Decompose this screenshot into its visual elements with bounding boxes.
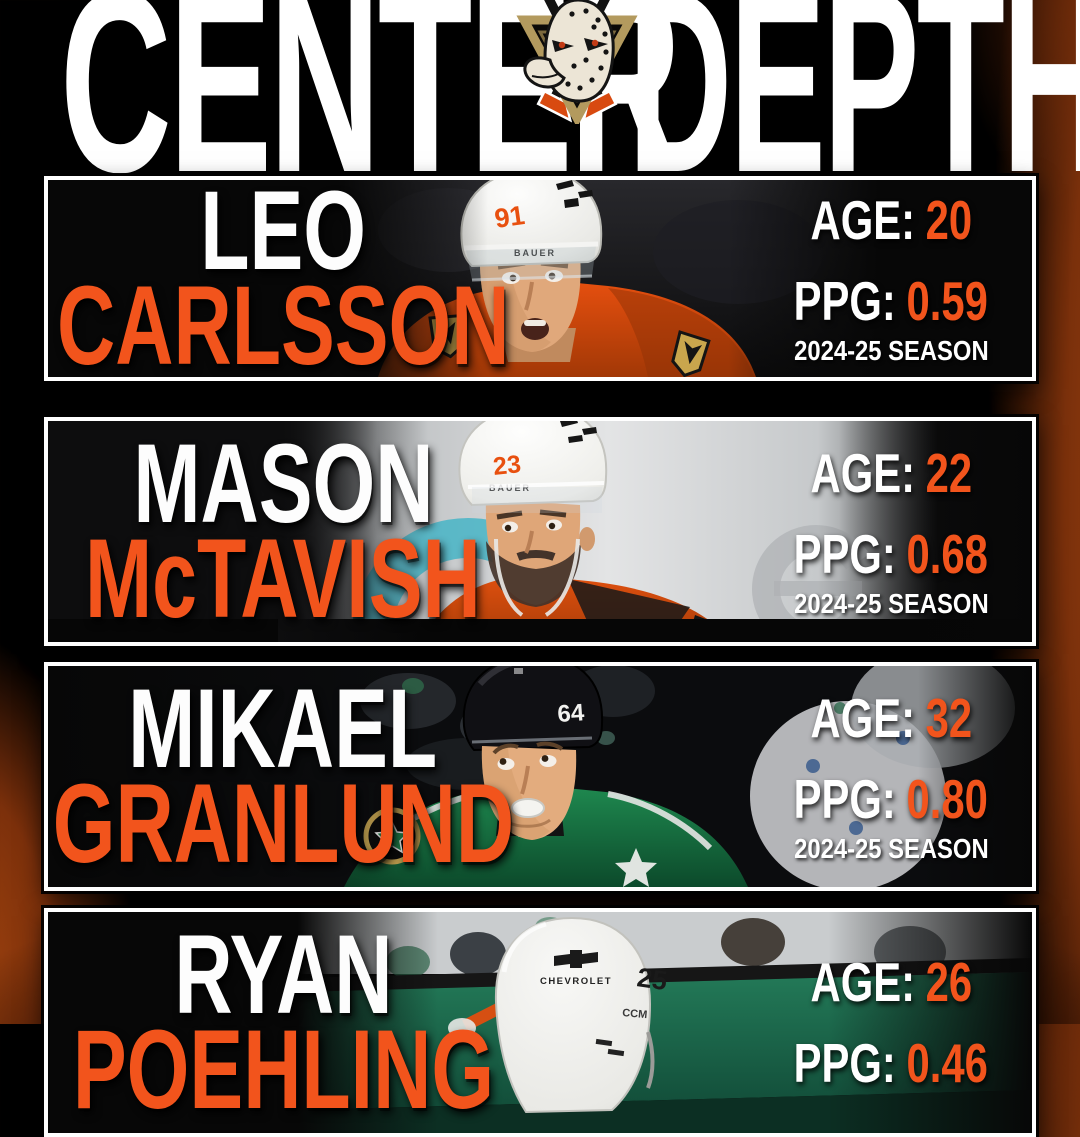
player-name-block: MASON McTAVISH (52, 421, 514, 642)
age-row: AGE: 22 (810, 441, 972, 504)
age-label: AGE: (810, 950, 915, 1013)
helmet-number: 23 (492, 450, 523, 481)
player-stats-block: AGE: 26 PPG: 0.46 (760, 912, 1022, 1133)
age-value: 22 (925, 441, 972, 504)
ppg-label: PPG: (793, 767, 897, 830)
anaheim-ducks-logo-icon (516, 0, 638, 124)
ppg-row: PPG: 0.68 (793, 522, 989, 585)
player-stats-block: AGE: 32 PPG: 0.80 2024-25 SEASON (760, 666, 1022, 887)
helmet-brand-label: BAUER (489, 483, 531, 493)
player-name-block: MIKAEL GRANLUND (52, 666, 514, 887)
age-label: AGE: (810, 686, 915, 749)
age-label: AGE: (810, 188, 915, 251)
player-photo-granlund: 64 (48, 666, 1032, 887)
player-photo-carlsson: 91 BAUER (48, 180, 1032, 377)
ppg-row: PPG: 0.59 (793, 269, 989, 332)
age-value: 32 (925, 686, 972, 749)
ppg-value: 0.80 (906, 767, 989, 830)
player-card-mctavish: 23 BAUER MASON McTAVISH AGE: 22 PPG: 0.6… (44, 417, 1036, 646)
age-value: 20 (925, 188, 972, 251)
title-banner: CENTER DEPTH (0, 0, 1080, 211)
player-card-carlsson: 91 BAUER LEO CARLSSON AGE: 20 PPG: 0.59 … (44, 176, 1036, 381)
player-first-name: MASON (132, 421, 434, 547)
ppg-label: PPG: (793, 1031, 897, 1094)
player-last-name: GRANLUND (52, 760, 514, 886)
ppg-value: 0.68 (906, 522, 989, 585)
player-name-block: RYAN POEHLING (52, 912, 514, 1133)
ppg-label: PPG: (793, 522, 897, 585)
ppg-value: 0.59 (906, 269, 989, 332)
ppg-row: PPG: 0.46 (793, 1031, 989, 1094)
helmet-brand-label: CHEVROLET (540, 976, 612, 987)
season-label: 2024-25 SEASON (793, 334, 989, 366)
player-first-name: RYAN (173, 912, 393, 1038)
age-row: AGE: 32 (810, 686, 972, 749)
ppg-value: 0.46 (906, 1031, 989, 1094)
helmet-brand2-label: CCM (622, 1007, 648, 1021)
ppg-label: PPG: (793, 269, 897, 332)
player-photo-mctavish: 23 BAUER (48, 421, 1032, 642)
player-last-name: POEHLING (72, 1006, 494, 1132)
helmet-number: 25 (635, 962, 669, 996)
helmet-number: 91 (493, 200, 527, 234)
season-label: 2024-25 SEASON (793, 832, 989, 864)
player-name-block: LEO CARLSSON (52, 180, 514, 377)
player-first-name: MIKAEL (128, 666, 438, 792)
season-label: 2024-25 SEASON (793, 587, 989, 619)
age-label: AGE: (810, 441, 915, 504)
age-row: AGE: 20 (810, 188, 972, 251)
player-stats-block: AGE: 20 PPG: 0.59 2024-25 SEASON (760, 180, 1022, 377)
player-stats-block: AGE: 22 PPG: 0.68 2024-25 SEASON (760, 421, 1022, 642)
player-card-poehling: CHEVROLET 25 CCM RYAN POEHLING AGE: 26 P… (44, 908, 1036, 1137)
helmet-number: 64 (557, 699, 586, 728)
age-row: AGE: 26 (810, 950, 972, 1013)
title-word-depth: DEPTH (628, 0, 1080, 226)
player-card-granlund: 64 MIKAEL GRANLUND AGE: 32 PPG: 0.80 202… (44, 662, 1036, 891)
player-first-name: LEO (200, 176, 366, 294)
player-last-name: McTAVISH (85, 515, 481, 641)
player-last-name: CARLSSON (56, 262, 510, 381)
helmet-brand-label: BAUER (514, 248, 556, 258)
age-value: 26 (925, 950, 972, 1013)
ppg-row: PPG: 0.80 (793, 767, 989, 830)
